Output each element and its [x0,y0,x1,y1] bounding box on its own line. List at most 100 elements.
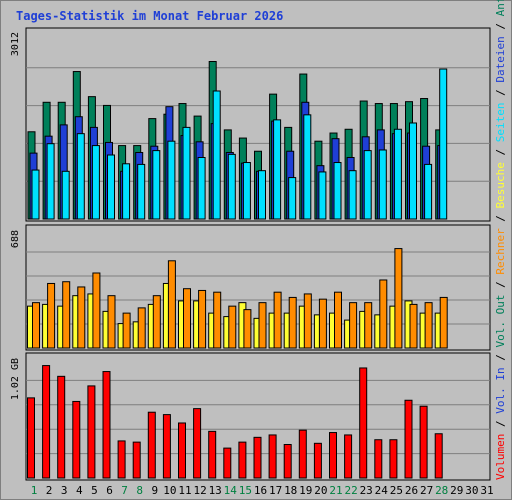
bar-rechner-day-9 [152,295,161,349]
bar-seiten-day-2 [46,143,55,220]
day-label-15: 15 [239,484,252,497]
bar-seiten-day-1 [31,169,40,220]
legend-item-dateien: Dateien [494,36,507,82]
legend-separator: / [494,16,507,36]
bar-seiten-day-17 [273,119,282,220]
day-label-11: 11 [178,484,191,497]
bar-volumen-day-6 [102,371,111,479]
bar-rechner-day-2 [47,282,56,349]
bar-volumen-day-20 [313,442,322,479]
legend-item-anfragen: Anfragen [494,0,507,16]
bar-volumen-day-13 [208,430,217,479]
day-label-8: 8 [136,484,143,497]
bar-seiten-day-6 [107,154,115,220]
bar-rechner-day-1 [32,302,40,349]
bar-volumen-day-22 [344,434,353,479]
bar-seiten-day-21 [333,162,342,220]
bar-seiten-day-28 [439,68,448,220]
legend-separator: / [494,83,507,103]
bar-volumen-day-27 [419,405,428,479]
bar-rechner-day-12 [198,289,207,349]
bar-volumen-day-5 [87,385,96,479]
day-label-17: 17 [269,484,282,497]
bar-rechner-day-4 [77,286,86,349]
y-max-label-visits: 688 [10,230,21,248]
bar-rechner-day-24 [379,279,388,349]
legend-separator: / [494,275,507,295]
legend-item-vol-in: Vol. In [494,367,507,413]
bar-rechner-day-21 [334,291,342,349]
day-label-12: 12 [193,484,206,497]
bar-volumen-day-11 [178,422,186,479]
bar-rechner-day-18 [288,296,297,349]
legend-item-vol-out: Vol. Out [494,295,507,348]
day-label-5: 5 [91,484,98,497]
bar-volumen-day-16 [253,436,262,479]
bar-rechner-day-7 [122,312,131,349]
bar-volumen-day-1 [27,397,35,479]
day-label-13: 13 [209,484,222,497]
bar-seiten-day-10 [167,140,176,220]
bar-volumen-day-4 [72,400,81,479]
bar-volumen-day-17 [268,434,277,479]
bar-volumen-day-23 [359,367,368,479]
bar-seiten-day-12 [197,157,206,220]
bar-rechner-day-26 [409,303,418,349]
bar-rechner-day-27 [424,302,433,349]
bar-volumen-day-3 [57,375,66,479]
day-label-28: 28 [435,484,448,497]
bar-volumen-day-26 [404,399,413,479]
day-label-23: 23 [360,484,373,497]
bar-volumen-day-12 [193,408,202,479]
bar-rechner-day-16 [258,302,267,349]
bar-volumen-day-25 [389,439,398,479]
day-label-19: 19 [299,484,312,497]
legend-separator: / [494,414,507,434]
bar-rechner-day-25 [394,248,403,349]
bar-volumen-day-2 [42,365,51,479]
legend-item-besuche: Besuche [494,162,507,208]
bar-seiten-day-16 [258,170,266,220]
day-label-16: 16 [254,484,267,497]
bar-seiten-day-9 [152,150,161,220]
bar-rechner-day-5 [92,272,101,349]
day-label-30: 30 [465,484,478,497]
bar-rechner-day-3 [62,281,71,349]
day-label-10: 10 [163,484,176,497]
day-label-24: 24 [375,484,389,497]
bar-seiten-day-18 [288,177,297,220]
day-label-21: 21 [329,484,342,497]
legend-right: Volumen / Vol. In / Vol. Out / Rechner /… [494,0,507,480]
bar-seiten-day-11 [182,126,191,220]
legend-item-seiten: Seiten [494,102,507,142]
y-max-label-requests: 3012 [10,32,21,56]
bar-seiten-day-19 [303,114,312,220]
bar-seiten-day-23 [363,150,372,220]
day-label-1: 1 [31,484,38,497]
bar-rechner-day-17 [273,291,282,349]
bar-seiten-day-5 [91,145,100,220]
day-label-18: 18 [284,484,297,497]
day-label-3: 3 [61,484,68,497]
bar-rechner-day-19 [303,293,312,349]
day-label-14: 14 [224,484,238,497]
bar-volumen-day-28 [434,433,443,479]
day-label-20: 20 [314,484,327,497]
bar-rechner-day-14 [228,305,237,349]
bar-seiten-day-4 [76,133,85,220]
day-label-31: 31 [480,484,493,497]
legend-item-volumen: Volumen [494,434,507,480]
bar-seiten-day-20 [318,171,327,220]
bar-seiten-day-3 [61,170,70,220]
bar-rechner-day-11 [183,288,191,349]
bar-rechner-day-22 [349,302,358,349]
bar-seiten-day-25 [393,128,402,220]
day-label-7: 7 [121,484,128,497]
bar-volumen-day-14 [223,447,232,479]
legend-separator: / [494,142,507,162]
bar-seiten-day-27 [424,163,433,220]
bar-volumen-day-18 [283,444,292,479]
legend-separator: / [494,348,507,368]
bar-volumen-day-21 [329,432,337,479]
